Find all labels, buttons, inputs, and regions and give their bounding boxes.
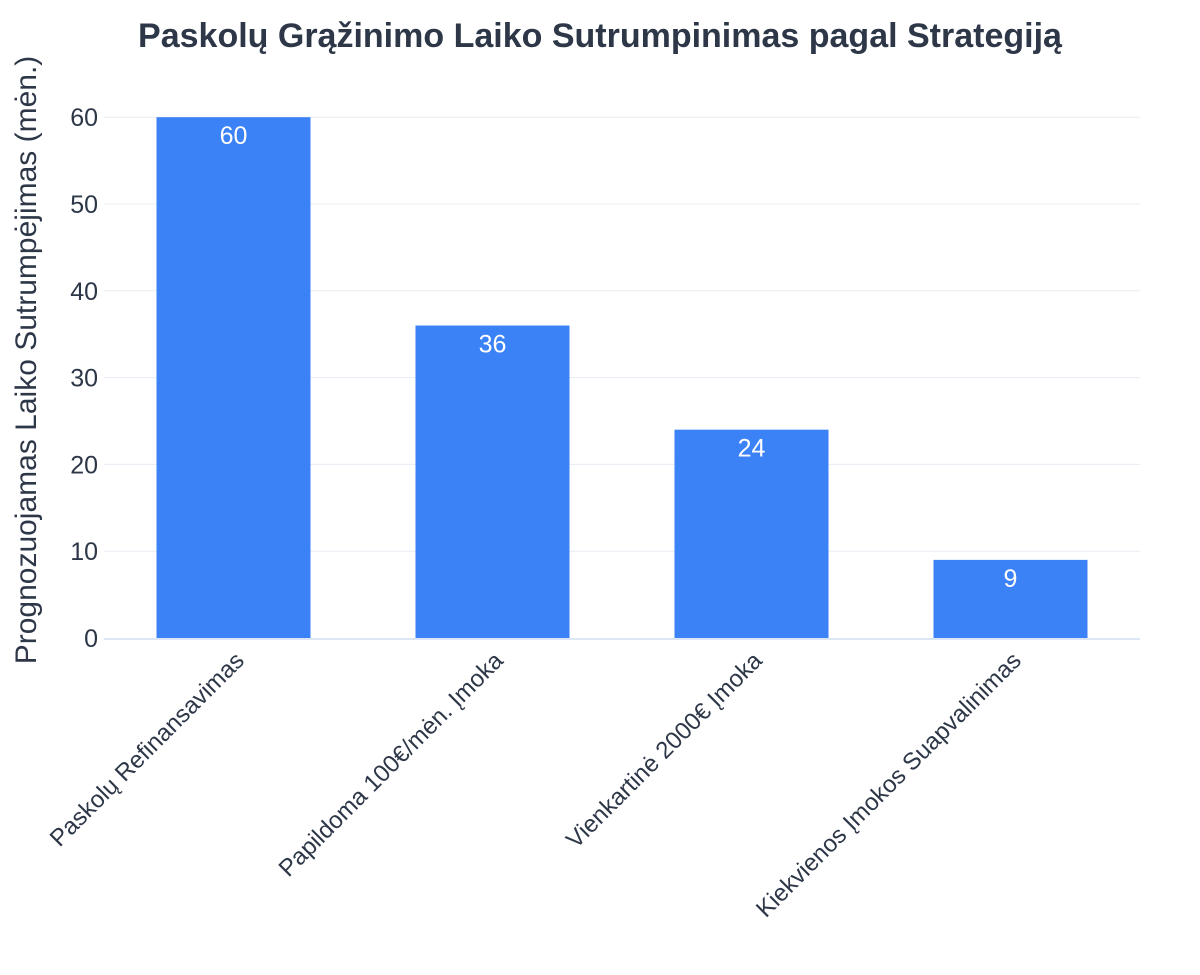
y-tick-label: 0: [84, 625, 98, 653]
bar: [933, 559, 1088, 638]
y-tick-label: 50: [70, 191, 98, 219]
bars: [104, 117, 1140, 640]
y-tick-label: 10: [70, 538, 98, 566]
y-tick-label: 60: [70, 104, 98, 132]
chart-title: Paskolų Grąžinimo Laiko Sutrumpinimas pa…: [138, 17, 1063, 55]
data-label: 9: [1004, 565, 1018, 593]
y-tick-label: 20: [70, 451, 98, 479]
data-label: 24: [738, 435, 766, 463]
x-tick-label: Vienkartinė 2000€ Įmoka: [561, 647, 768, 854]
x-tick-label: Paskolų Refinansavimas: [45, 647, 250, 852]
bar: [156, 117, 311, 638]
y-axis-label: Prognozuojamas Laiko Sutrumpėjimas (mėn.…: [10, 56, 43, 665]
x-tick-labels: Paskolų Refinansavimas Papildoma 100€/mėn…: [45, 647, 1027, 923]
bar: [674, 429, 829, 638]
y-tick-label: 40: [70, 278, 98, 306]
data-label: 60: [220, 122, 248, 150]
x-tick-label: Kiekvienos Įmokos Suapvalinimas: [751, 647, 1027, 923]
y-tick-label: 30: [70, 365, 98, 393]
y-tick-labels: 0 10 20 30 40 50 60: [70, 104, 98, 653]
data-labels: 60 36 24 9: [220, 122, 1018, 593]
data-label: 36: [479, 331, 507, 359]
bar: [415, 325, 570, 638]
x-tick-label: Papildoma 100€/mėn. Įmoka: [274, 647, 510, 883]
